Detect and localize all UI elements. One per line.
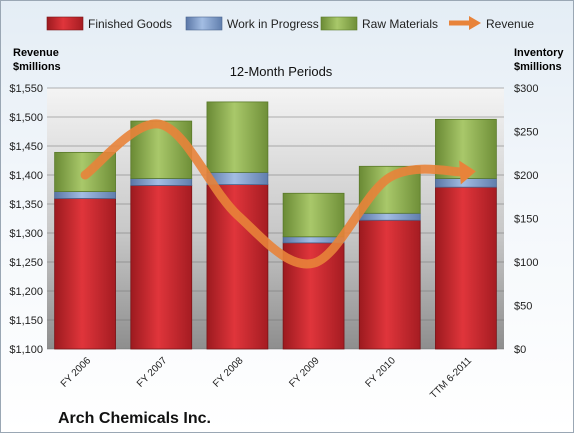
- legend-label-finished-goods: Finished Goods: [88, 17, 172, 31]
- bar-work-in-progress: [130, 178, 193, 186]
- legend-swatch-work-in-progress: [185, 16, 223, 31]
- left-tick-label: $1,250: [9, 257, 43, 269]
- bar-raw-materials: [282, 192, 345, 238]
- right-tick-label: $200: [514, 170, 538, 182]
- right-tick-label: $300: [514, 83, 538, 95]
- legend-swatch-finished-goods: [46, 16, 84, 31]
- left-tick-label: $1,500: [9, 112, 43, 124]
- chart-title: Arch Chemicals Inc.: [58, 410, 211, 427]
- legend-swatch-raw-materials: [320, 16, 358, 31]
- legend-item-work-in-progress: Work in Progress: [185, 16, 319, 31]
- x-axis-ticks: FY 2006 FY 2007 FY 2008 FY 2009 FY 2010 TTM 6…: [59, 355, 475, 401]
- right-tick-label: $100: [514, 257, 538, 269]
- x-tick-label: FY 2007: [135, 355, 170, 390]
- left-axis-label: Revenue $millions: [13, 47, 62, 73]
- bar-finished-goods: [130, 185, 193, 350]
- left-axis-label-line1: Revenue: [13, 47, 59, 59]
- legend: Finished Goods Work in Progress Raw Mate…: [46, 16, 534, 31]
- bar-work-in-progress: [358, 212, 421, 221]
- legend-label-work-in-progress: Work in Progress: [227, 17, 319, 31]
- left-axis-ticks: $1,100 $1,150 $1,200 $1,250 $1,300 $1,350 $1,4…: [9, 83, 43, 356]
- legend-label-raw-materials: Raw Materials: [362, 17, 438, 31]
- right-axis-label-line1: Inventory: [514, 47, 564, 59]
- x-tick-label: FY 2008: [211, 355, 246, 390]
- legend-item-raw-materials: Raw Materials: [320, 16, 438, 31]
- left-tick-label: $1,200: [9, 286, 43, 298]
- bar-finished-goods: [358, 219, 421, 350]
- right-axis-ticks: $0 $50 $100 $150 $200 $250 $300: [514, 83, 538, 356]
- left-tick-label: $1,350: [9, 199, 43, 211]
- left-tick-label: $1,450: [9, 141, 43, 153]
- x-tick-label: FY 2009: [287, 355, 322, 390]
- right-tick-label: $150: [514, 214, 538, 226]
- right-tick-label: $250: [514, 127, 538, 139]
- bar-stacks: [54, 101, 497, 350]
- legend-arrow-revenue: [469, 16, 481, 30]
- left-tick-label: $1,400: [9, 170, 43, 182]
- revenue-line: [80, 119, 476, 269]
- bar-finished-goods: [206, 184, 269, 350]
- plot-area: [47, 88, 504, 349]
- left-tick-label: $1,150: [9, 315, 43, 327]
- legend-item-finished-goods: Finished Goods: [46, 16, 172, 31]
- bar-finished-goods: [54, 198, 116, 350]
- x-tick-label: FY 2010: [363, 355, 398, 390]
- right-axis-label-line2: $millions: [514, 61, 562, 73]
- revenue-line-path: [80, 119, 471, 269]
- left-axis-label-line2: $millions: [13, 61, 61, 73]
- x-tick-label: FY 2006: [59, 355, 94, 390]
- bar-work-in-progress: [54, 191, 116, 199]
- legend-item-revenue: Revenue: [449, 16, 534, 31]
- right-axis-label: Inventory $millions: [514, 47, 567, 73]
- legend-label-revenue: Revenue: [486, 17, 534, 31]
- left-tick-label: $1,550: [9, 83, 43, 95]
- chart-subtitle: 12-Month Periods: [230, 64, 333, 79]
- bar-finished-goods: [435, 186, 497, 350]
- left-tick-label: $1,100: [9, 344, 43, 356]
- revenue-line-arrowhead: [459, 160, 476, 185]
- right-tick-label: $0: [514, 344, 526, 356]
- bar-raw-materials: [206, 101, 269, 173]
- x-tick-label: TTM 6-2011: [428, 355, 474, 401]
- right-tick-label: $50: [514, 301, 532, 313]
- left-tick-label: $1,300: [9, 228, 43, 240]
